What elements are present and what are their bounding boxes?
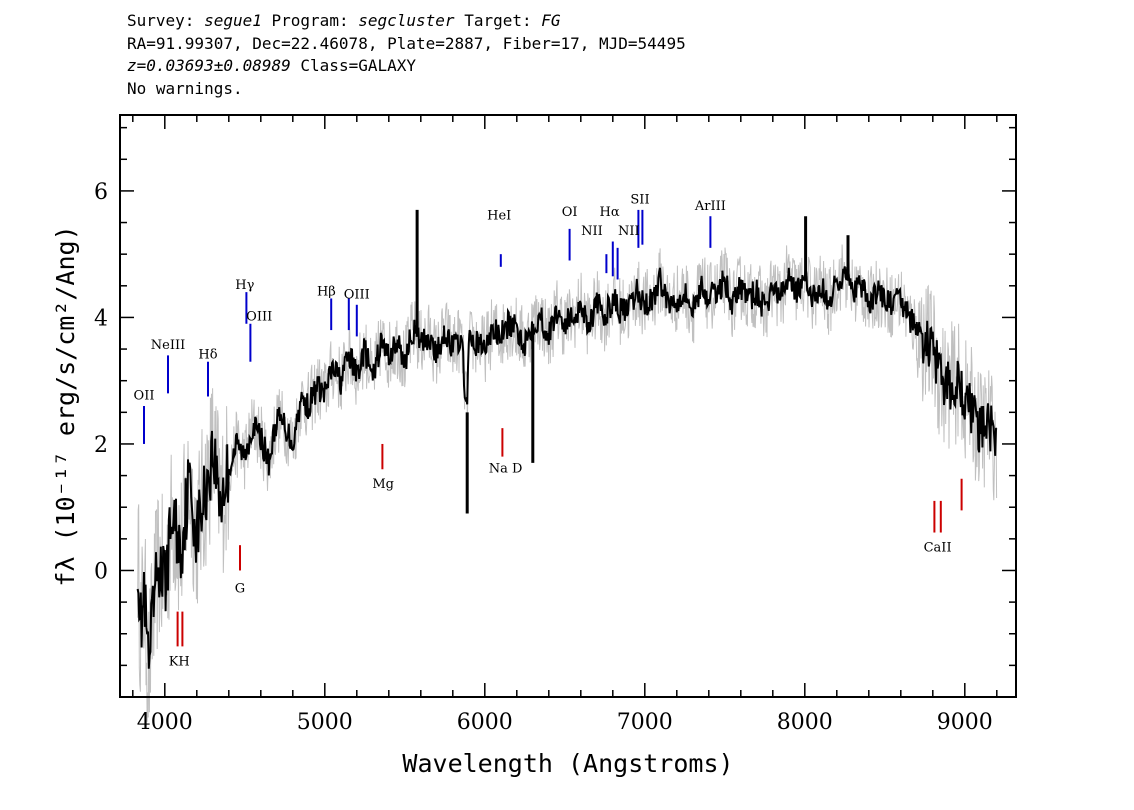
y-tick-label: 0 bbox=[94, 559, 108, 584]
absorption-line-label: H bbox=[178, 654, 189, 669]
y-axis-title: fλ (10⁻¹⁷ erg/s/cm²/Ang) bbox=[51, 225, 80, 586]
y-tick-label: 6 bbox=[94, 180, 108, 205]
smoothed-flux-layer bbox=[136, 209, 998, 669]
x-tick-label: 5000 bbox=[297, 710, 353, 735]
spectrum-header: Survey: segue1 Program: segcluster Targe… bbox=[127, 10, 686, 100]
emission-line-label: NII bbox=[618, 224, 640, 239]
header-line-redshift: z=0.03693±0.08989 Class=GALAXY bbox=[127, 55, 686, 78]
program-value: segcluster bbox=[358, 11, 455, 30]
emission-line-label: NeIII bbox=[151, 338, 185, 353]
x-tick-label: 4000 bbox=[137, 710, 193, 735]
emission-line-label: Hα bbox=[600, 205, 620, 220]
class-value: Class=GALAXY bbox=[300, 56, 416, 75]
header-line-survey: Survey: segue1 Program: segcluster Targe… bbox=[127, 10, 686, 33]
emission-line-label: OII bbox=[134, 389, 155, 404]
x-tick-label: 6000 bbox=[457, 710, 513, 735]
target-value: FG bbox=[541, 11, 561, 30]
emission-line-label: OIII bbox=[246, 310, 272, 325]
plot-frame bbox=[119, 114, 1017, 698]
absorption-line-label: CaII bbox=[924, 541, 952, 556]
absorption-line-label: K bbox=[169, 654, 179, 669]
emission-line-label: Hδ bbox=[198, 348, 217, 363]
absorption-line-label: Mg bbox=[372, 477, 394, 492]
x-tick-label: 9000 bbox=[937, 710, 993, 735]
absorption-line-label: G bbox=[235, 582, 245, 597]
smoothed-flux-line bbox=[136, 266, 998, 669]
emission-line-label: ArIII bbox=[694, 199, 726, 214]
emission-line-label: HeI bbox=[487, 208, 511, 223]
emission-line-label: Hγ bbox=[235, 278, 254, 293]
x-tick-label: 7000 bbox=[617, 710, 673, 735]
emission-line-label: SII bbox=[630, 193, 649, 208]
header-line-warnings: No warnings. bbox=[127, 78, 243, 98]
x-axis-title: Wavelength (Angstroms) bbox=[402, 749, 733, 778]
absorption-line-label: Na D bbox=[489, 461, 523, 476]
emission-line-label: Hβ bbox=[317, 284, 336, 299]
redshift-value: z=0.03693±0.08989 bbox=[127, 56, 291, 75]
emission-line-label: OI bbox=[562, 205, 578, 220]
y-tick-label: 2 bbox=[94, 433, 108, 458]
x-tick-label: 8000 bbox=[777, 710, 833, 735]
survey-value: segue1 bbox=[204, 11, 262, 30]
program-label: Program: bbox=[271, 11, 349, 30]
axes-layer: 4000 5000 6000 7000 8000 9000 0 2 4 6 bbox=[94, 115, 1016, 735]
emission-line-label: OIII bbox=[344, 287, 370, 302]
header-line-coordinates: RA=91.99307, Dec=22.46078, Plate=2887, F… bbox=[127, 33, 686, 53]
y-tick-label: 4 bbox=[94, 306, 108, 331]
emission-line-label: NII bbox=[581, 224, 603, 239]
target-label: Target: bbox=[464, 11, 532, 30]
survey-label: Survey: bbox=[127, 11, 195, 30]
